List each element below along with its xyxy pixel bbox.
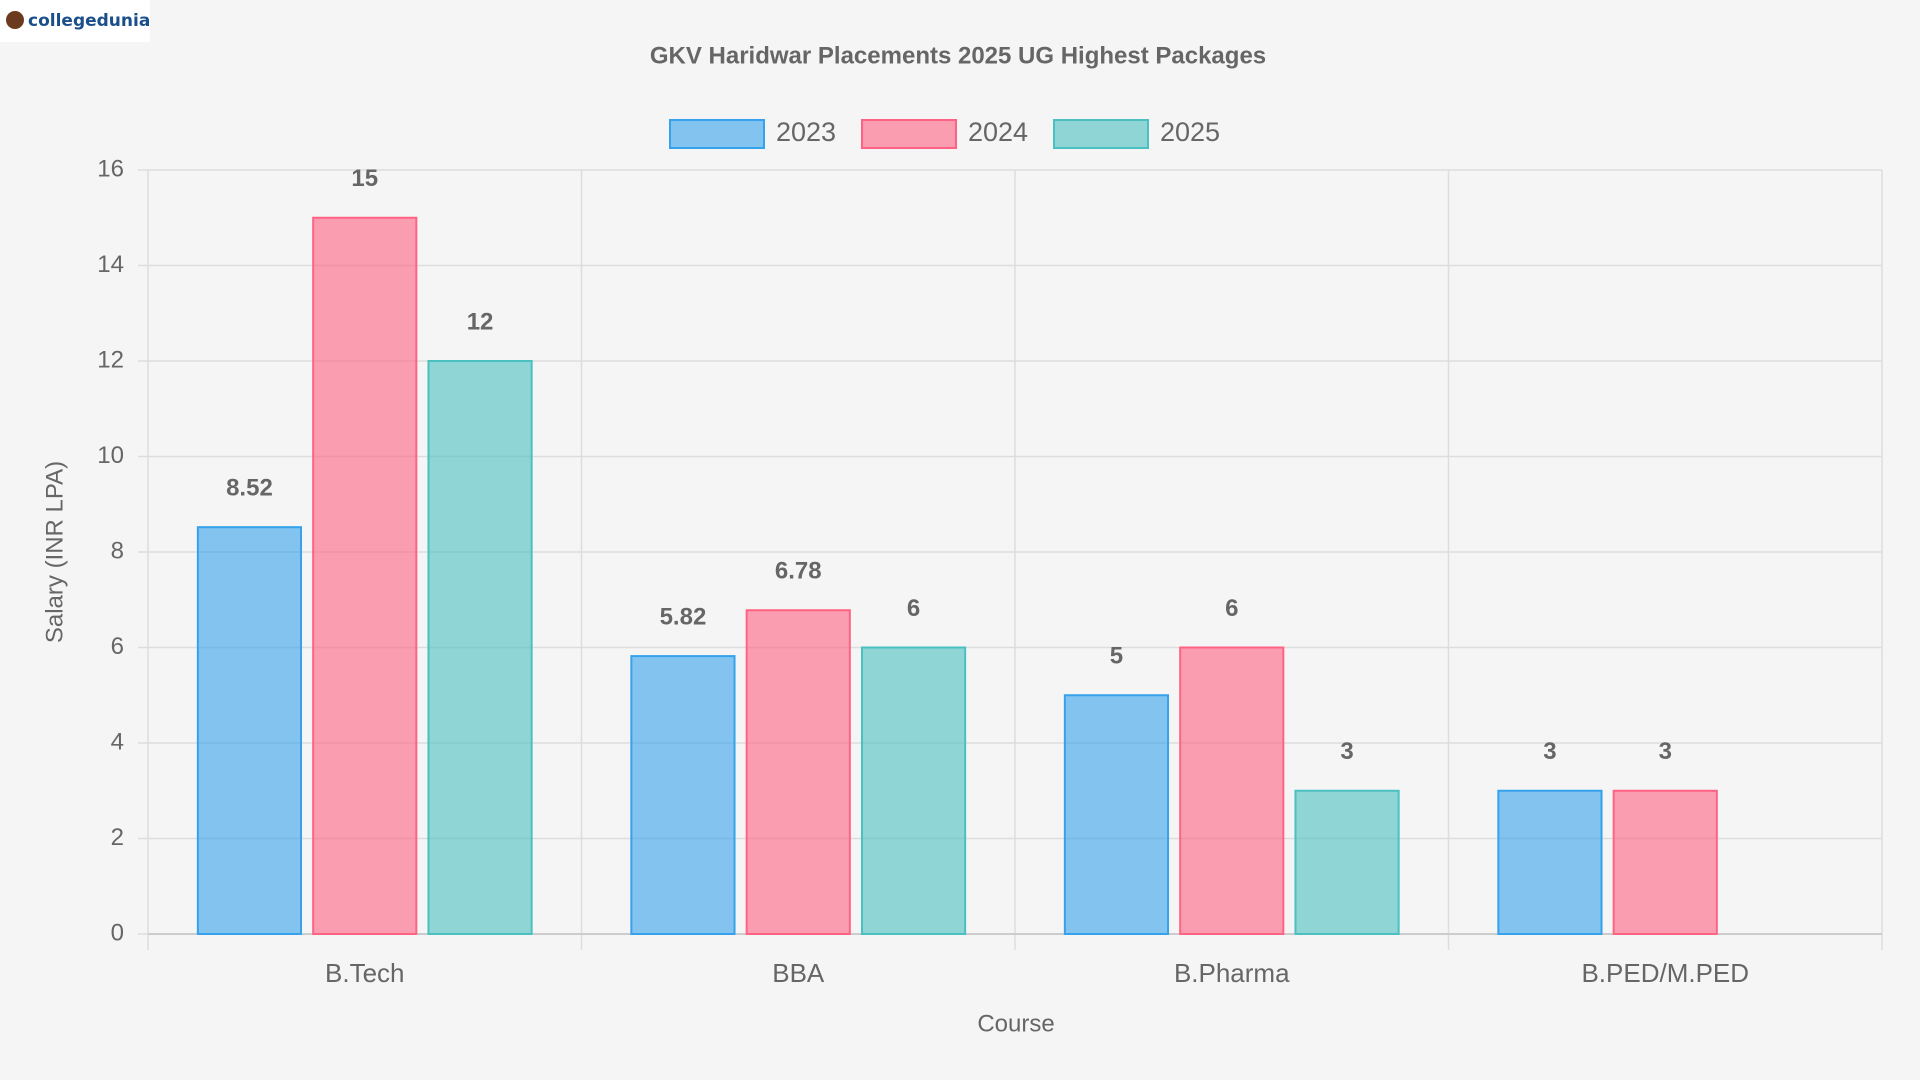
- value-label: 15: [351, 165, 378, 192]
- value-label: 5: [1110, 643, 1123, 670]
- x-tick-label: B.PED/M.PED: [1581, 958, 1749, 988]
- bar: [630, 655, 736, 935]
- x-tick-label: B.Pharma: [1174, 958, 1290, 988]
- legend-swatch: [669, 119, 765, 149]
- y-tick-label: 10: [97, 442, 124, 469]
- logo: collegedunia: [0, 0, 150, 42]
- x-axis-title: Course: [977, 1010, 1054, 1037]
- value-label: 6: [907, 595, 920, 622]
- y-axis-title: Salary (INR LPA): [41, 461, 68, 643]
- bar: [745, 609, 851, 935]
- value-label: 3: [1659, 738, 1672, 765]
- value-label: 3: [1543, 738, 1556, 765]
- bar: [860, 646, 967, 935]
- bar: [196, 526, 303, 935]
- legend-label: 2024: [968, 117, 1028, 147]
- legend-swatch: [861, 119, 957, 149]
- x-tick-label: BBA: [772, 958, 825, 988]
- value-label: 3: [1340, 738, 1353, 765]
- bar: [1294, 789, 1400, 935]
- y-tick-label: 6: [111, 633, 124, 660]
- legend-swatch: [1053, 119, 1149, 149]
- bar: [1612, 789, 1718, 935]
- y-tick-label: 2: [111, 824, 124, 851]
- bar: [1497, 789, 1603, 935]
- value-label: 6: [1225, 595, 1238, 622]
- bar: [312, 216, 418, 935]
- y-tick-label: 0: [111, 919, 124, 946]
- bar: [1179, 646, 1285, 935]
- bar: [427, 360, 533, 935]
- value-label: 5.82: [660, 603, 707, 630]
- y-tick-label: 4: [111, 728, 124, 755]
- value-label: 12: [467, 308, 494, 335]
- y-tick-label: 12: [97, 346, 124, 373]
- chart-title: GKV Haridwar Placements 2025 UG Highest …: [650, 42, 1266, 69]
- x-tick-label: B.Tech: [325, 958, 405, 988]
- value-label: 6.78: [775, 558, 822, 585]
- y-tick-label: 8: [111, 537, 124, 564]
- y-tick-label: 14: [97, 251, 124, 278]
- legend-label: 2025: [1160, 117, 1220, 147]
- legend-label: 2023: [776, 117, 836, 147]
- y-tick-label: 16: [97, 155, 124, 182]
- bar: [1063, 694, 1170, 935]
- value-label: 8.52: [226, 475, 273, 502]
